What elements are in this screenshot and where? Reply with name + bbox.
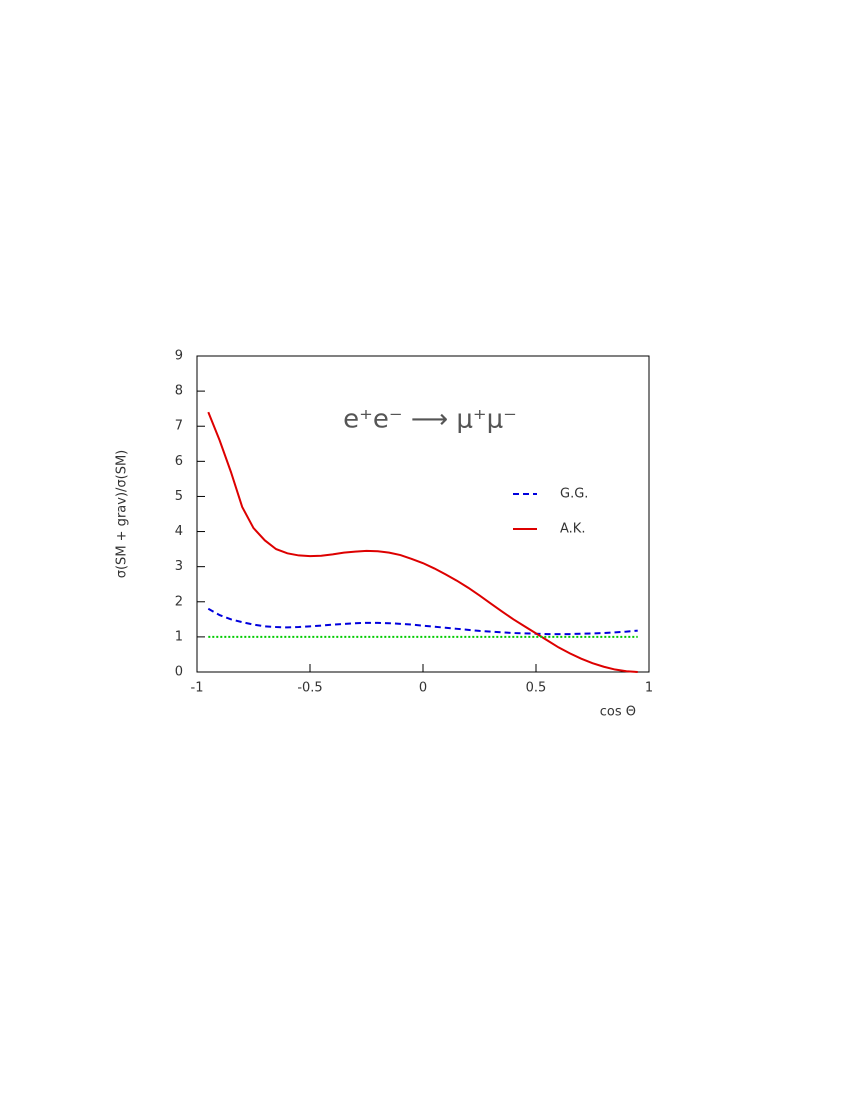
y-tick-label: 9 (175, 349, 183, 364)
x-tick-label: -1 (191, 681, 204, 696)
x-tick-label: 0 (419, 681, 427, 696)
x-tick-label: -0.5 (297, 681, 322, 696)
y-tick-label: 5 (175, 489, 183, 504)
legend-label: G.G. (560, 487, 588, 502)
legend-label: A.K. (560, 522, 585, 537)
y-tick-label: 4 (175, 524, 183, 539)
y-tick-label: 6 (175, 454, 183, 469)
annotation: e⁺e⁻ ⟶ μ⁺μ⁻ (343, 405, 517, 435)
x-tick-label: 1 (645, 681, 653, 696)
x-axis-label: cos Θ (600, 705, 636, 720)
series-line (207, 411, 638, 673)
y-tick-label: 1 (175, 629, 183, 644)
series-line (207, 607, 638, 636)
y-tick-label: 7 (175, 419, 183, 434)
y-tick-label: 0 (175, 665, 183, 680)
x-tick-label: 0.5 (526, 681, 547, 696)
y-tick-label: 8 (175, 384, 183, 399)
plot-frame (196, 355, 650, 673)
y-tick-label: 3 (175, 559, 183, 574)
y-tick-label: 2 (175, 594, 183, 609)
y-axis-label: σ(SM + grav)/σ(SM) (115, 450, 130, 579)
